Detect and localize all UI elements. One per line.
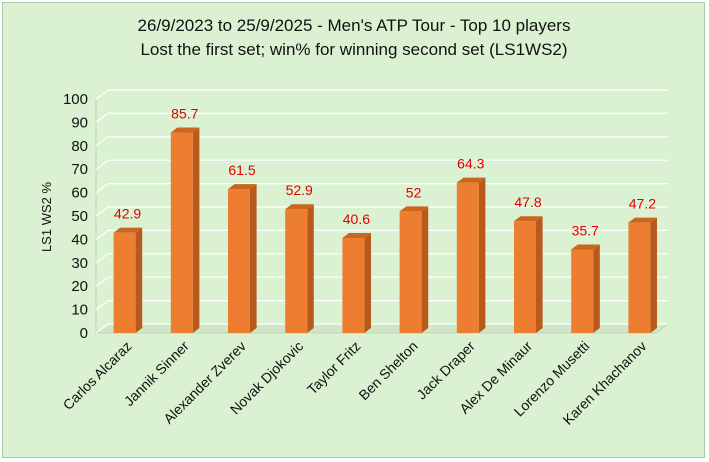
bars	[113, 127, 657, 334]
bar	[228, 184, 257, 333]
bar	[113, 227, 143, 333]
bar-front	[342, 237, 365, 333]
data-label: 85.7	[171, 105, 198, 121]
data-label: 64.3	[457, 156, 484, 172]
y-tick-label: 20	[71, 278, 88, 295]
bar	[285, 204, 314, 333]
y-tick-label: 0	[80, 325, 88, 342]
chart-subtitle: Lost the first set; win% for winning sec…	[140, 40, 567, 59]
bar-side	[135, 227, 143, 333]
bar-front	[399, 211, 422, 333]
y-tick-label: 50	[71, 208, 88, 225]
x-tick-label: Taylor Fritz	[304, 338, 364, 398]
bar-front	[228, 189, 250, 333]
gridline	[95, 89, 668, 100]
bar	[170, 127, 200, 334]
gridline	[95, 112, 668, 123]
bar-front	[571, 249, 594, 333]
bar-side	[192, 127, 200, 334]
y-axis-label: LS1 WS2 %	[39, 182, 54, 253]
bar-top	[228, 184, 257, 190]
chart-title: 26/9/2023 to 25/9/2025 - Men's ATP Tour …	[138, 16, 571, 35]
data-label: 52.9	[286, 182, 313, 198]
bar-front	[113, 232, 136, 333]
bar	[456, 177, 486, 333]
y-tick-label: 70	[71, 161, 88, 178]
bar-top	[514, 216, 543, 222]
data-label: 47.8	[514, 194, 541, 210]
data-label: 35.7	[572, 222, 599, 238]
bar-front	[456, 182, 479, 333]
x-tick-label: Ben Shelton	[355, 338, 420, 403]
y-tick-label: 60	[71, 185, 88, 202]
bar-top	[399, 206, 429, 212]
bar-front	[514, 221, 536, 333]
bar-side	[250, 184, 257, 333]
data-label: 61.5	[228, 162, 255, 178]
bar	[628, 217, 657, 333]
data-label: 52	[406, 184, 422, 200]
y-axis-ticks: 0 10 20 30 40 50 60 70 80 90 100	[63, 91, 88, 342]
bar	[399, 206, 429, 333]
bar-top	[113, 227, 143, 233]
y-tick-label: 10	[71, 302, 88, 319]
bar-side	[307, 204, 314, 333]
bar-side	[650, 217, 657, 333]
gridline	[95, 159, 668, 170]
bar-side	[421, 206, 429, 333]
data-label: 47.2	[629, 196, 656, 212]
bar-top	[285, 204, 314, 210]
bar-top	[628, 217, 657, 223]
bar	[571, 244, 600, 333]
y-tick-label: 90	[71, 114, 88, 131]
bar-front	[285, 209, 308, 333]
y-tick-label: 100	[63, 91, 88, 108]
y-tick-label: 80	[71, 138, 88, 155]
bar	[342, 233, 371, 333]
bar	[514, 216, 543, 333]
y-tick-label: 30	[71, 255, 88, 272]
bar-side	[478, 177, 486, 333]
bar-front	[170, 132, 193, 333]
bar-front	[628, 222, 651, 333]
bar-top	[342, 233, 371, 238]
gridline	[95, 136, 668, 147]
bar-side	[593, 244, 600, 333]
bar-side	[536, 216, 543, 333]
bar-top	[170, 127, 200, 133]
data-label: 40.6	[343, 211, 370, 227]
bar-side	[364, 233, 371, 333]
data-label: 42.9	[114, 206, 141, 222]
bar-top	[571, 244, 600, 250]
data-labels: 42.9 85.7 61.5 52.9 40.6 52 64.3 47.8 35.7 47.2	[114, 105, 656, 238]
bar-top	[456, 177, 486, 183]
y-tick-label: 40	[71, 231, 88, 248]
